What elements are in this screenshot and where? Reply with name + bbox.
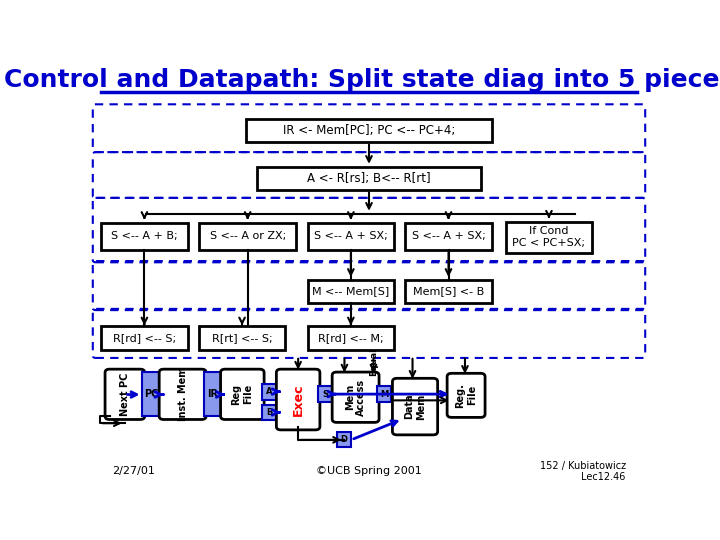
FancyBboxPatch shape: [159, 369, 206, 420]
Text: M: M: [380, 390, 388, 399]
Text: S: S: [322, 390, 328, 399]
Bar: [204, 373, 220, 416]
FancyBboxPatch shape: [332, 372, 379, 422]
Text: Inst. Mem: Inst. Mem: [178, 367, 188, 421]
Bar: [405, 223, 492, 250]
FancyBboxPatch shape: [447, 373, 485, 417]
Text: S <-- A + SX;: S <-- A + SX;: [412, 231, 485, 241]
Bar: [262, 404, 276, 420]
Text: IR: IR: [207, 389, 217, 399]
FancyBboxPatch shape: [220, 369, 264, 420]
Text: ©UCB Spring 2001: ©UCB Spring 2001: [316, 467, 422, 476]
Text: Control and Datapath: Split state diag into 5 pieces: Control and Datapath: Split state diag i…: [4, 68, 720, 92]
Bar: [101, 223, 188, 250]
Bar: [199, 223, 297, 250]
Bar: [307, 280, 394, 302]
Bar: [258, 167, 481, 190]
Bar: [505, 221, 593, 253]
Text: Reg.
File: Reg. File: [455, 383, 477, 408]
Text: PC: PC: [144, 389, 158, 399]
FancyBboxPatch shape: [392, 379, 438, 435]
Text: Data
Mem: Data Mem: [404, 394, 426, 420]
Text: 2/27/01: 2/27/01: [112, 467, 156, 476]
FancyBboxPatch shape: [105, 369, 145, 420]
Bar: [246, 119, 492, 141]
Bar: [199, 326, 285, 350]
Text: R[rd] <-- M;: R[rd] <-- M;: [318, 333, 384, 343]
Text: B: B: [266, 408, 272, 417]
Text: S <-- A + SX;: S <-- A + SX;: [314, 231, 388, 241]
Text: 152 / Kubiatowicz
Lec12.46: 152 / Kubiatowicz Lec12.46: [539, 461, 626, 482]
Bar: [143, 373, 161, 416]
Bar: [101, 326, 188, 350]
Text: Reg
File: Reg File: [232, 384, 253, 405]
Bar: [307, 223, 394, 250]
Text: A <- R[rs]; B<-- R[rt]: A <- R[rs]; B<-- R[rt]: [307, 172, 431, 185]
Bar: [377, 386, 392, 402]
Text: Next PC: Next PC: [120, 373, 130, 416]
Text: R[rd] <-- S;: R[rd] <-- S;: [113, 333, 176, 343]
Bar: [337, 431, 351, 447]
Text: D: D: [341, 435, 347, 443]
Bar: [307, 326, 394, 350]
Text: Equal: Equal: [369, 348, 378, 376]
Bar: [405, 280, 492, 302]
FancyBboxPatch shape: [276, 369, 320, 430]
Text: Mem
Access: Mem Access: [345, 379, 366, 416]
Text: S <-- A or ZX;: S <-- A or ZX;: [210, 231, 286, 241]
Text: Exec: Exec: [292, 383, 305, 416]
Text: M <-- Mem[S]: M <-- Mem[S]: [312, 286, 390, 296]
Text: IR <- Mem[PC]; PC <-- PC+4;: IR <- Mem[PC]; PC <-- PC+4;: [283, 124, 455, 137]
Text: If Cond
PC < PC+SX;: If Cond PC < PC+SX;: [513, 226, 585, 248]
Text: R[rt] <-- S;: R[rt] <-- S;: [212, 333, 272, 343]
Bar: [262, 384, 276, 400]
Text: A: A: [266, 387, 272, 396]
Bar: [318, 386, 332, 402]
Text: Mem[S] <- B: Mem[S] <- B: [413, 286, 484, 296]
Text: S <-- A + B;: S <-- A + B;: [111, 231, 178, 241]
